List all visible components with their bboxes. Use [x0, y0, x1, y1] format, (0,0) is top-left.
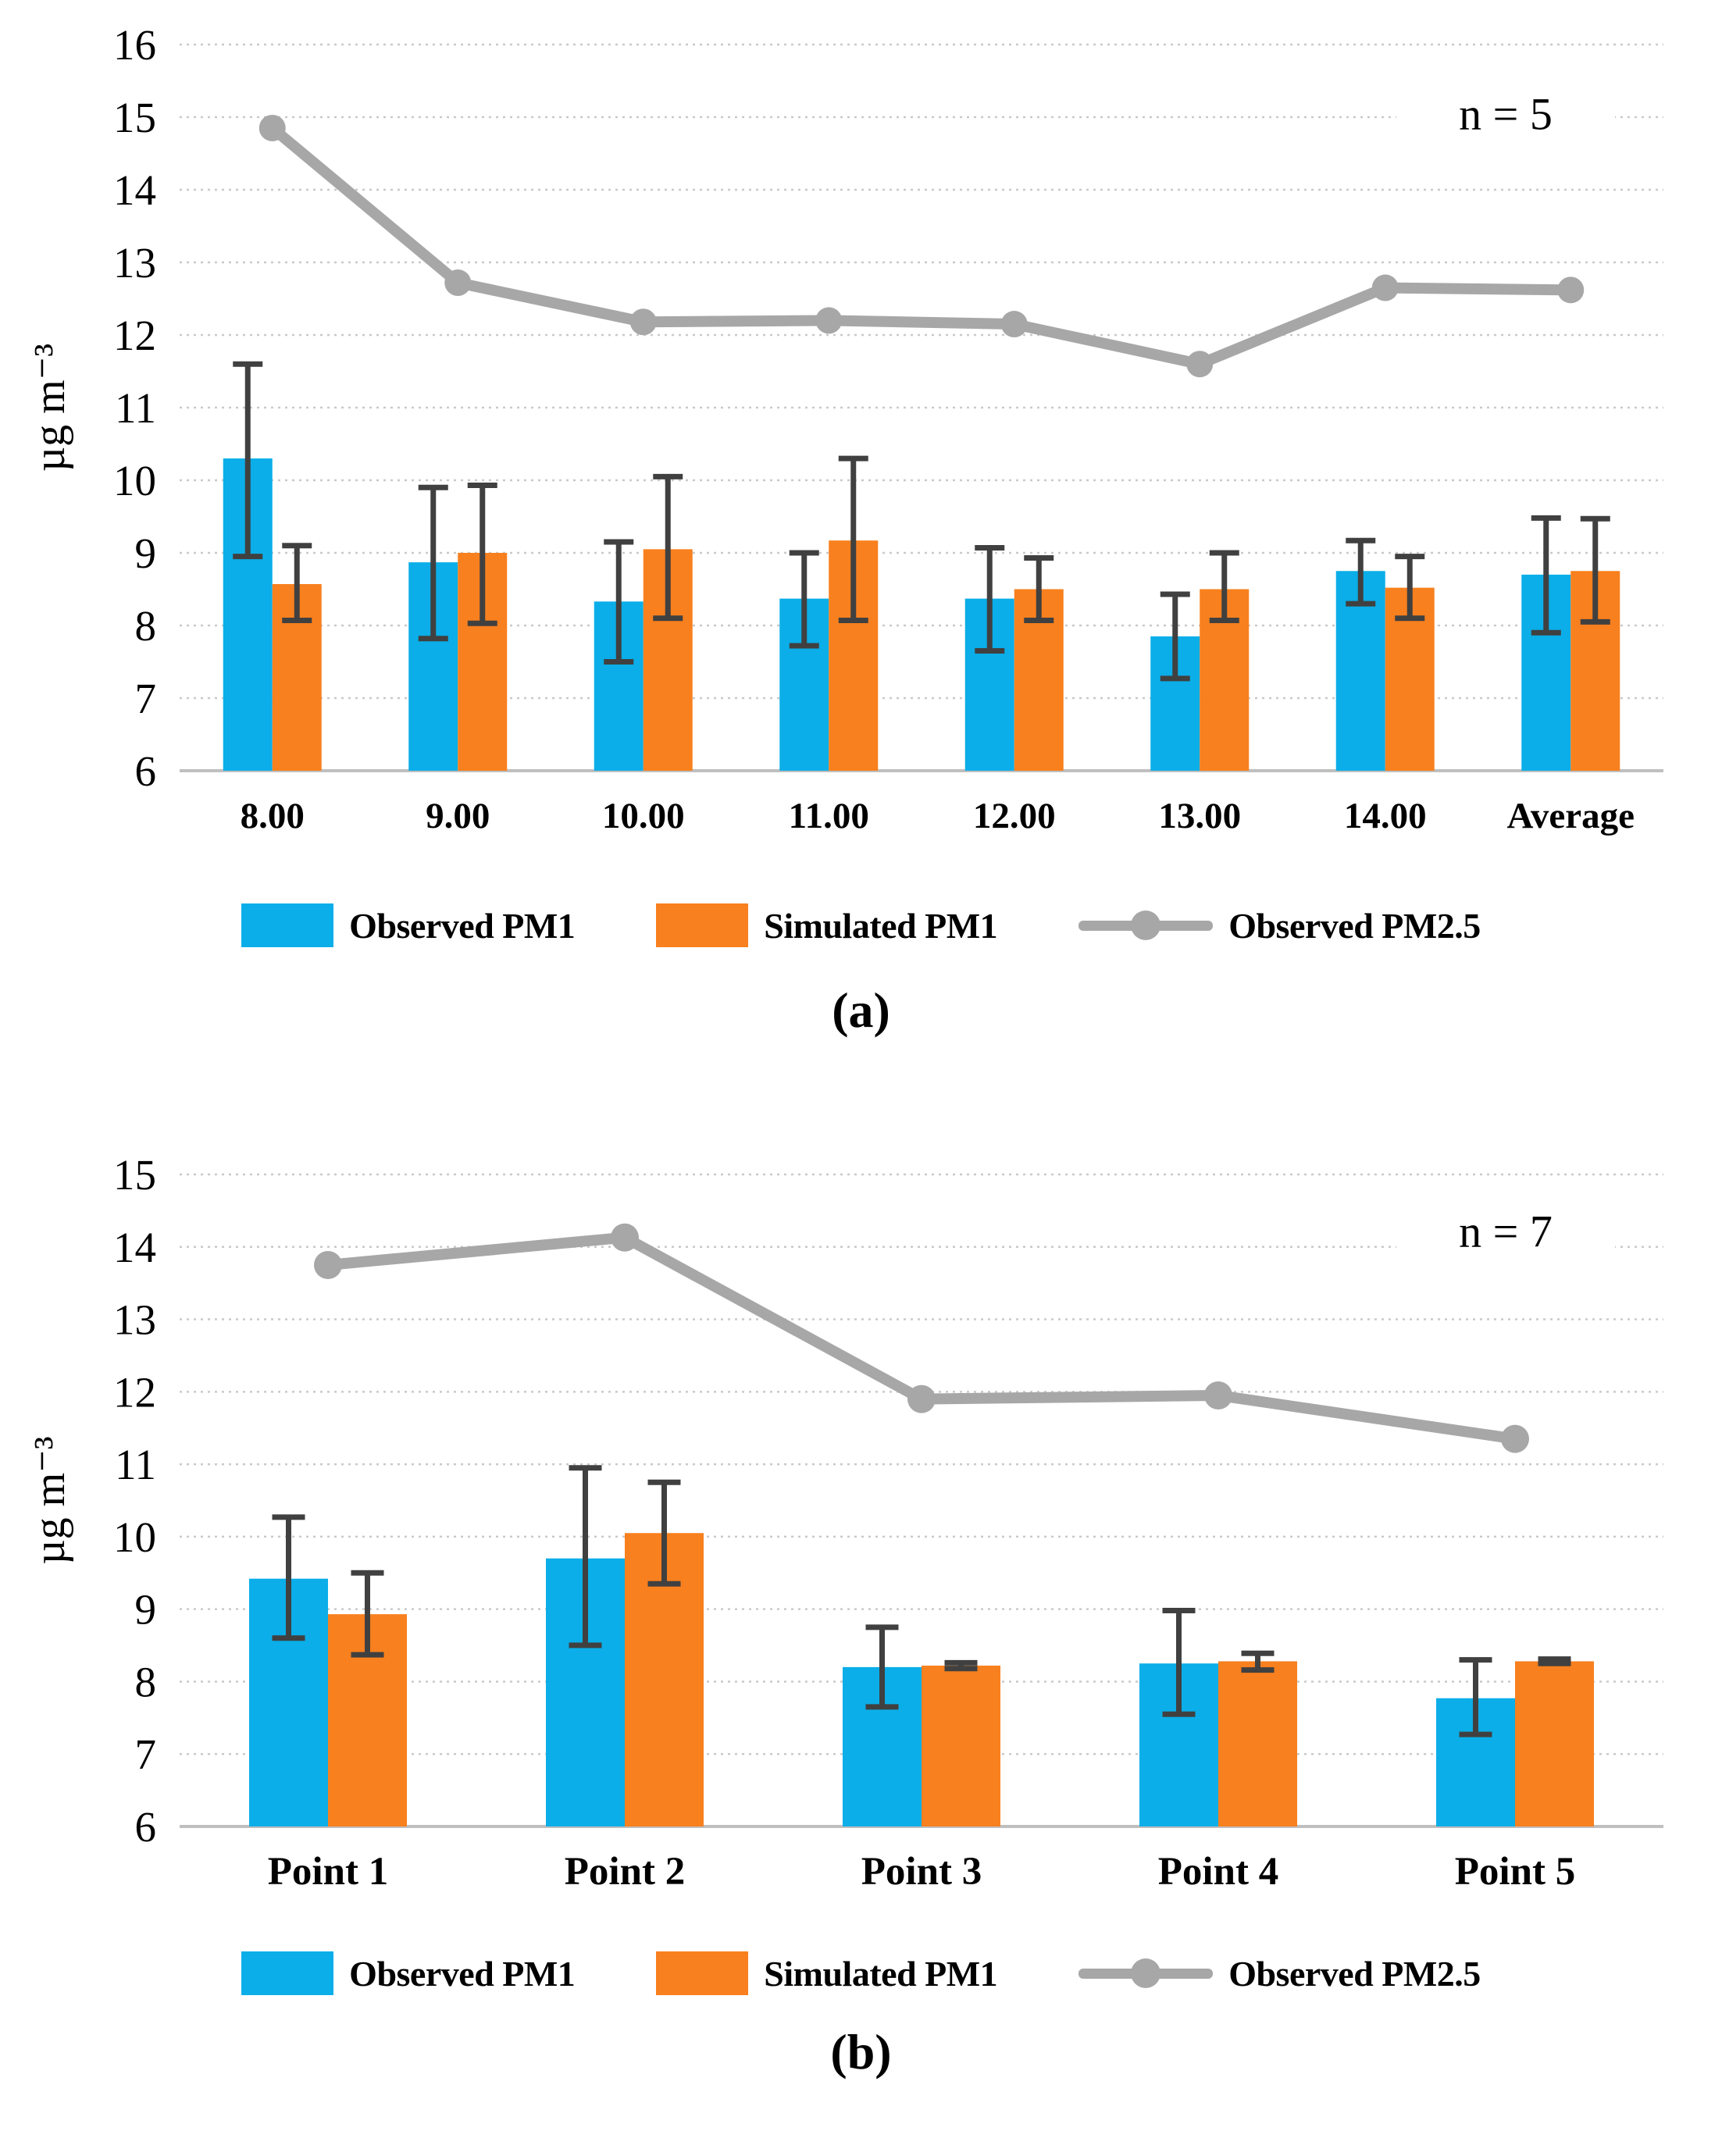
y-tick-label: 11 [115, 1441, 156, 1488]
legend-label-simulated-pm1: Simulated PM1 [764, 905, 998, 946]
y-tick-label: 8 [135, 1658, 157, 1705]
x-tick-label: Point 5 [1455, 1850, 1575, 1894]
y-tick-label: 16 [113, 21, 156, 69]
y-axis-title: µg m⁻³ [26, 344, 74, 472]
legend-b: Observed PM1 Simulated PM1 Observed PM2.… [0, 1950, 1722, 1997]
legend-label-observed-pm25: Observed PM2.5 [1228, 905, 1481, 946]
legend-item-observed-pm25: Observed PM2.5 [1078, 1953, 1481, 1994]
annotation-bg [1396, 77, 1615, 148]
pm25-marker [1501, 1424, 1529, 1453]
error-bars [351, 1479, 1571, 1673]
x-tick-label: 12.00 [973, 796, 1056, 836]
y-tick-label: 13 [113, 239, 156, 287]
pm25-marker [1371, 274, 1399, 301]
observed-pm25-marker-icon [1131, 1958, 1161, 1988]
x-tick-label: 8.00 [241, 796, 305, 836]
y-tick-label: 6 [135, 1803, 157, 1851]
sample-size-annotation: n = 7 [1459, 1206, 1553, 1256]
y-tick-label: 7 [135, 1730, 157, 1778]
legend-item-observed-pm25: Observed PM2.5 [1078, 905, 1481, 946]
pm25-marker [611, 1223, 639, 1252]
x-tick-label: Average [1506, 796, 1635, 836]
annotation-bg [1396, 1195, 1615, 1266]
line-series-observed-pm2-5 [258, 114, 1585, 378]
y-tick-label: 12 [113, 1368, 156, 1416]
error-bars [282, 455, 1610, 626]
y-tick-label: 9 [135, 529, 157, 577]
gridlines [180, 43, 1663, 772]
y-tick-label: 7 [135, 675, 157, 722]
x-tick-label: Point 4 [1158, 1850, 1278, 1894]
y-tick-label: 13 [113, 1296, 156, 1344]
error-bars [272, 1465, 1492, 1737]
y-tick-label: 12 [113, 312, 156, 359]
line-series-observed-pm2-5 [314, 1223, 1529, 1453]
figure-page: 6 7 8 9 10 11 12 13 14 15 16 µg m⁻³ n = 5 8.00 9.00 10.… [0, 9, 1722, 2081]
observed-pm25-marker-icon [1131, 911, 1161, 940]
pm25-marker [629, 308, 657, 336]
simulated-pm1-swatch [656, 1951, 749, 1995]
x-tick-label: Point 1 [268, 1850, 388, 1894]
y-tick-label: 15 [113, 1151, 156, 1199]
error-bars [233, 361, 1561, 682]
y-tick-label: 10 [113, 1513, 156, 1561]
y-tick-label: 6 [135, 747, 157, 795]
panel-b: 6 7 8 9 10 11 12 13 14 15 µg m⁻³ n = 7 Point 1 Point … [0, 1131, 1722, 2081]
pm25-marker [444, 269, 472, 297]
y-axis-title: µg m⁻³ [26, 1436, 74, 1564]
pm25-marker [1557, 276, 1585, 304]
y-tick-label: 9 [135, 1586, 157, 1634]
caption-a: (a) [832, 982, 890, 1038]
y-tick-label: 14 [113, 1224, 156, 1271]
legend-item-simulated-pm1: Simulated PM1 [656, 1951, 998, 1995]
pm25-marker [1000, 311, 1028, 338]
chart-b-canvas: 6 7 8 9 10 11 12 13 14 15 µg m⁻³ n = 7 Point 1 Point … [26, 1151, 1663, 1894]
x-tick-label: Point 3 [861, 1850, 982, 1894]
chart-a-canvas: 6 7 8 9 10 11 12 13 14 15 16 µg m⁻³ n = 5 8.00 9.00 10.… [26, 21, 1663, 836]
x-tick-label: Point 2 [565, 1850, 685, 1894]
legend-item-observed-pm1: Observed PM1 [241, 1951, 576, 1995]
y-tick-label: 8 [135, 602, 157, 650]
legend-label-simulated-pm1: Simulated PM1 [764, 1953, 998, 1994]
bar-series-simulated-pm1 [328, 1533, 1594, 1826]
pm25-marker [907, 1384, 936, 1413]
pm25-marker [258, 114, 286, 141]
legend-label-observed-pm1: Observed PM1 [349, 905, 576, 946]
caption-b: (b) [830, 2024, 892, 2079]
observed-pm1-swatch [241, 903, 334, 947]
y-tick-label: 15 [113, 94, 156, 141]
simulated-pm1-swatch [656, 903, 749, 947]
observed-pm1-swatch [241, 1951, 334, 1995]
bar [922, 1666, 1000, 1826]
panel-a: 6 7 8 9 10 11 12 13 14 15 16 µg m⁻³ n = 5 8.00 9.00 10.… [0, 9, 1722, 1039]
y-tick-label: 14 [113, 166, 156, 214]
sample-size-annotation: n = 5 [1459, 88, 1553, 139]
x-tick-label: 13.00 [1158, 796, 1241, 836]
pm25-marker [1204, 1381, 1232, 1409]
x-tick-label: 11.00 [789, 796, 869, 836]
legend-item-simulated-pm1: Simulated PM1 [656, 903, 998, 947]
legend-a: Observed PM1 Simulated PM1 Observed PM2.… [0, 902, 1722, 949]
x-tick-label: 14.00 [1344, 796, 1427, 836]
pm25-line [266, 122, 1577, 370]
bar-series-simulated-pm1 [272, 540, 1620, 771]
observed-pm25-line-sample [1078, 1958, 1214, 1988]
bar-series-observed-pm1 [223, 458, 1571, 771]
pm25-marker [1186, 351, 1214, 378]
legend-label-observed-pm1: Observed PM1 [349, 1953, 576, 1994]
y-tick-label: 11 [115, 384, 156, 432]
x-tick-label: 9.00 [426, 796, 490, 836]
gridlines [180, 1173, 1663, 1828]
bar [1218, 1661, 1297, 1826]
legend-item-observed-pm1: Observed PM1 [241, 903, 576, 947]
bar [1515, 1661, 1594, 1826]
y-tick-label: 10 [113, 457, 156, 504]
legend-label-observed-pm25: Observed PM2.5 [1228, 1953, 1481, 1994]
x-tick-label: 10.00 [602, 796, 685, 836]
pm25-marker [815, 307, 843, 334]
observed-pm25-line-sample [1078, 911, 1214, 940]
pm25-marker [314, 1250, 342, 1279]
